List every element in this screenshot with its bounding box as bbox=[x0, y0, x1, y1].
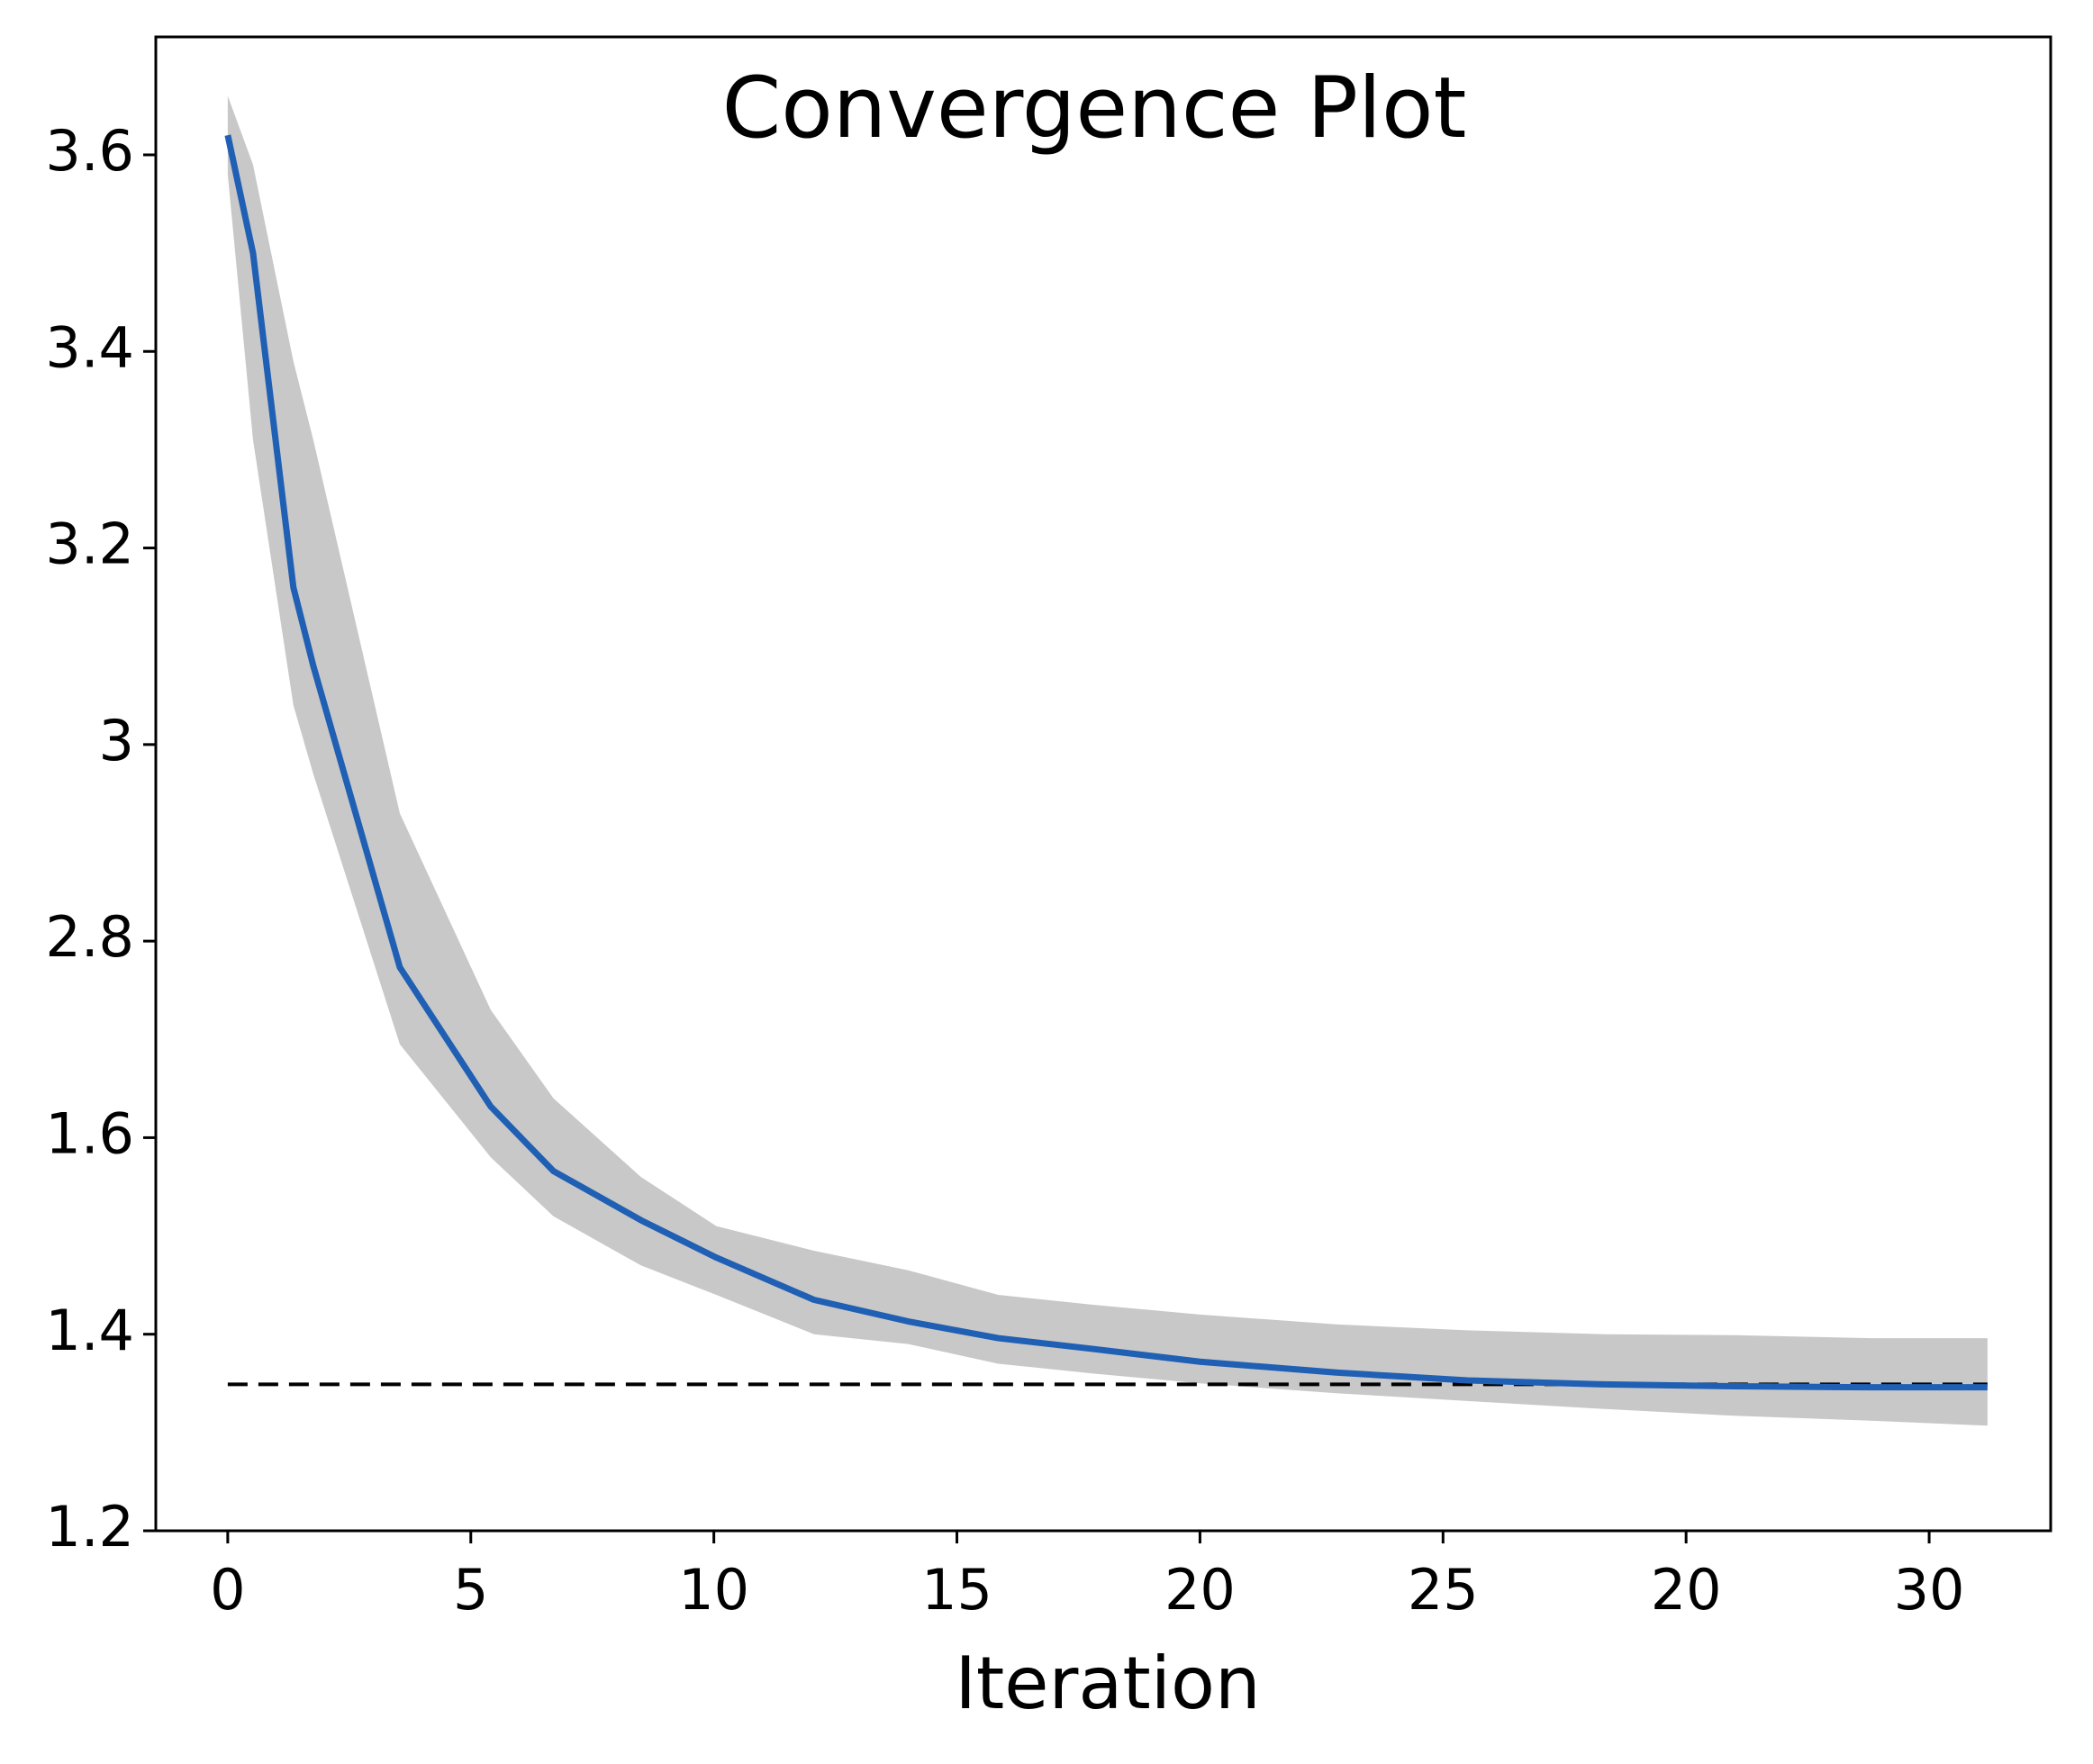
x-tick-label: 20 bbox=[1164, 1557, 1236, 1623]
plot-frame bbox=[154, 35, 2052, 1533]
y-tick-label: 2.8 bbox=[45, 904, 134, 970]
x-tick-label: 10 bbox=[678, 1557, 749, 1623]
x-tick-label: 0 bbox=[210, 1557, 245, 1623]
confidence-band bbox=[227, 95, 1988, 1426]
x-tick-label: 15 bbox=[921, 1557, 992, 1623]
x-tick-label: 20 bbox=[1651, 1557, 1722, 1623]
x-tick-label: 30 bbox=[1894, 1557, 1965, 1623]
y-tick-label: 3.2 bbox=[45, 511, 134, 577]
line-series bbox=[224, 134, 1988, 1391]
x-tick-label: 5 bbox=[453, 1557, 488, 1623]
y-tick-label: 3.4 bbox=[45, 314, 134, 380]
y-tick-label: 1.4 bbox=[45, 1298, 134, 1363]
x-tick-label: 25 bbox=[1408, 1557, 1479, 1623]
chart-title: Convergence Plot bbox=[722, 59, 1467, 158]
y-tick-label: 3 bbox=[99, 708, 134, 773]
y-tick-label: 1.6 bbox=[45, 1101, 134, 1167]
y-tick-label: 3.6 bbox=[45, 118, 134, 184]
x-axis-label: Iteration bbox=[955, 1642, 1260, 1725]
y-tick-label: 1.2 bbox=[45, 1494, 134, 1560]
